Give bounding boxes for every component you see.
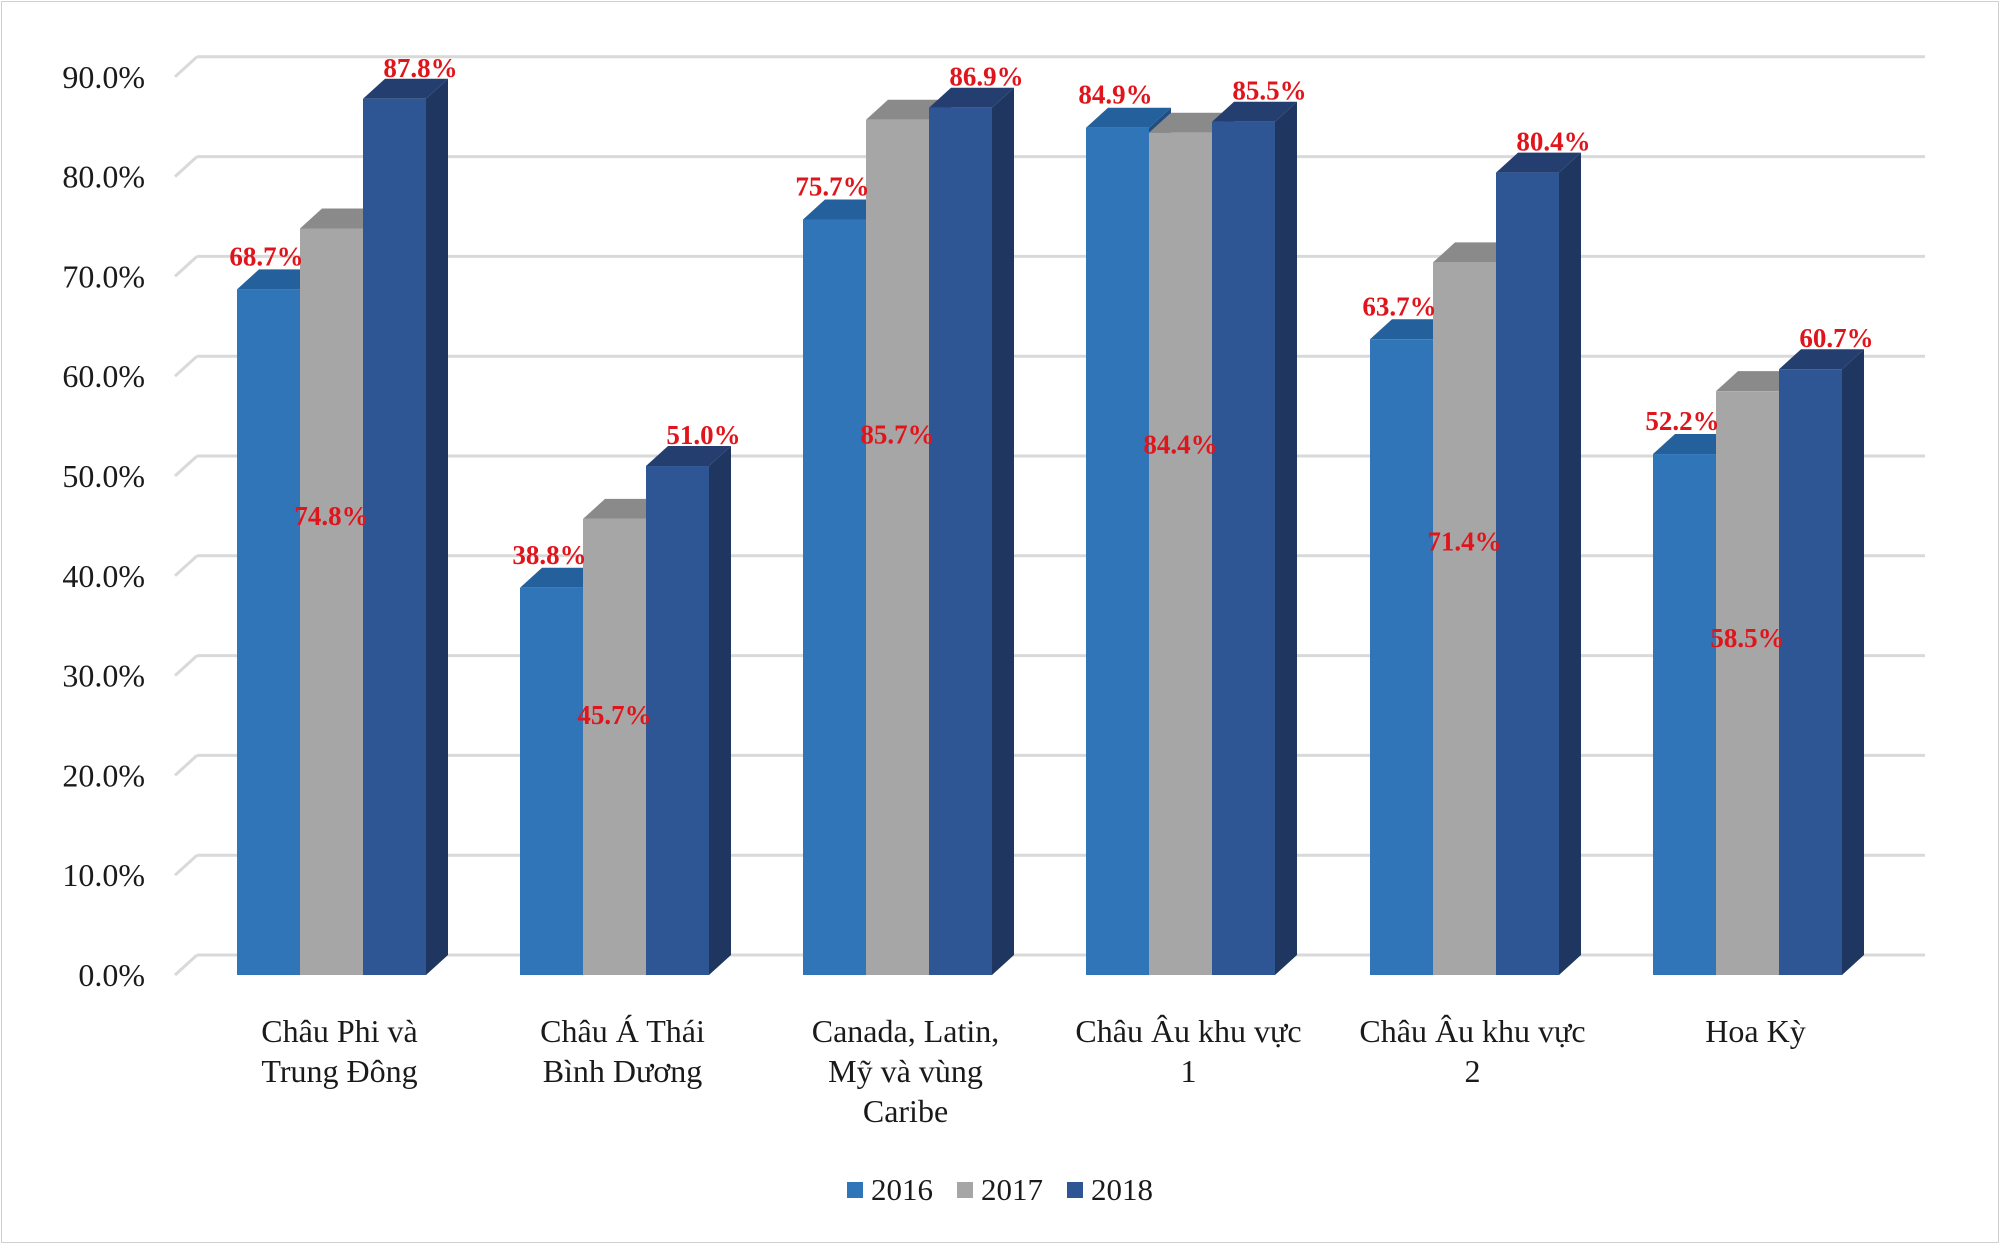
bar-side <box>992 87 1014 976</box>
bar-side <box>1275 101 1297 975</box>
category-label: Châu Á Thái <box>540 1013 705 1049</box>
bar <box>1433 262 1496 976</box>
data-label: 75.7% <box>795 172 869 202</box>
gridline-corner <box>173 554 199 577</box>
category-label: 2 <box>1465 1053 1481 1089</box>
bar <box>646 466 709 975</box>
category-label: Mỹ và vùng <box>828 1053 983 1089</box>
bar <box>1370 339 1433 975</box>
gridline-corner <box>173 355 199 378</box>
bar-side <box>426 78 448 976</box>
y-tick-label: 10.0% <box>62 857 145 893</box>
bar <box>803 219 866 976</box>
category-label: Caribe <box>863 1093 948 1129</box>
gridline-corner <box>173 454 199 478</box>
data-label: 85.5% <box>1232 76 1306 106</box>
y-tick-label: 40.0% <box>62 558 145 594</box>
legend: 2016 2017 2018 <box>0 1172 2000 1208</box>
bar <box>1653 454 1716 975</box>
y-tick-label: 50.0% <box>62 458 145 494</box>
legend-item: 2018 <box>1067 1172 1153 1208</box>
category-label: Châu Âu khu vực <box>1359 1013 1585 1049</box>
data-label: 68.7% <box>229 241 303 271</box>
bar-top <box>1212 101 1297 122</box>
y-tick-label: 80.0% <box>62 159 145 195</box>
data-label: 80.4% <box>1516 127 1590 157</box>
legend-label: 2016 <box>871 1172 933 1207</box>
data-label: 60.7% <box>1799 323 1873 353</box>
data-label: 84.9% <box>1078 80 1152 110</box>
gridline-corner <box>173 155 199 178</box>
bar-side <box>709 446 731 975</box>
legend-swatch <box>1067 1182 1083 1198</box>
data-label: 38.8% <box>512 540 586 570</box>
data-label: 84.4% <box>1143 429 1217 459</box>
gridline-corner <box>173 754 199 777</box>
category-label: Châu Phi và <box>261 1013 417 1049</box>
gridline-corner <box>173 953 199 977</box>
bar <box>363 98 426 976</box>
gridline-corner <box>173 654 199 677</box>
data-label: 51.0% <box>666 420 740 450</box>
y-tick-label: 70.0% <box>62 258 145 294</box>
legend-label: 2017 <box>981 1172 1043 1207</box>
data-label: 58.5% <box>1710 623 1784 653</box>
data-label: 86.9% <box>949 62 1023 92</box>
bar <box>237 289 300 975</box>
category-label: Hoa Kỳ <box>1705 1013 1805 1049</box>
bar <box>1149 132 1212 976</box>
y-tick-label: 30.0% <box>62 658 145 694</box>
bar-top <box>1779 349 1864 370</box>
category-label: Canada, Latin, <box>812 1013 999 1049</box>
bar <box>1086 127 1149 975</box>
bar-top <box>646 446 731 467</box>
bar-top <box>929 87 1014 108</box>
bar <box>1496 172 1559 975</box>
bar <box>929 107 992 976</box>
y-tick-label: 0.0% <box>78 957 145 993</box>
bar-side <box>1842 349 1864 975</box>
gridline-corner <box>173 854 199 877</box>
bar-side <box>1559 152 1581 975</box>
y-tick-label: 20.0% <box>62 757 145 793</box>
bar-top <box>363 78 448 99</box>
data-label: 85.7% <box>860 420 934 450</box>
legend-item: 2016 <box>847 1172 933 1208</box>
bar-top <box>1086 107 1171 128</box>
legend-label: 2018 <box>1091 1172 1153 1207</box>
category-label: Trung Đông <box>261 1053 417 1089</box>
data-label: 87.8% <box>383 53 457 83</box>
bar-top <box>1496 152 1581 173</box>
data-label: 74.8% <box>294 501 368 531</box>
data-label: 63.7% <box>1362 291 1436 321</box>
category-label: Châu Âu khu vực <box>1075 1013 1301 1049</box>
bar <box>1779 369 1842 975</box>
y-tick-label: 90.0% <box>62 59 145 95</box>
bar <box>583 518 646 975</box>
legend-swatch <box>847 1182 863 1198</box>
category-label: Bình Dương <box>543 1053 703 1089</box>
legend-item: 2017 <box>957 1172 1043 1208</box>
data-label: 71.4% <box>1427 527 1501 557</box>
bar <box>520 587 583 975</box>
gridline-corner <box>173 55 199 78</box>
bar <box>1716 391 1779 975</box>
data-label: 52.2% <box>1645 406 1719 436</box>
bar <box>300 228 363 976</box>
bar <box>866 119 929 976</box>
data-label: 45.7% <box>577 700 651 730</box>
y-tick-label: 60.0% <box>62 358 145 394</box>
legend-swatch <box>957 1182 973 1198</box>
gridline-corner <box>173 255 199 278</box>
bar <box>1212 121 1275 975</box>
category-label: 1 <box>1181 1053 1197 1089</box>
